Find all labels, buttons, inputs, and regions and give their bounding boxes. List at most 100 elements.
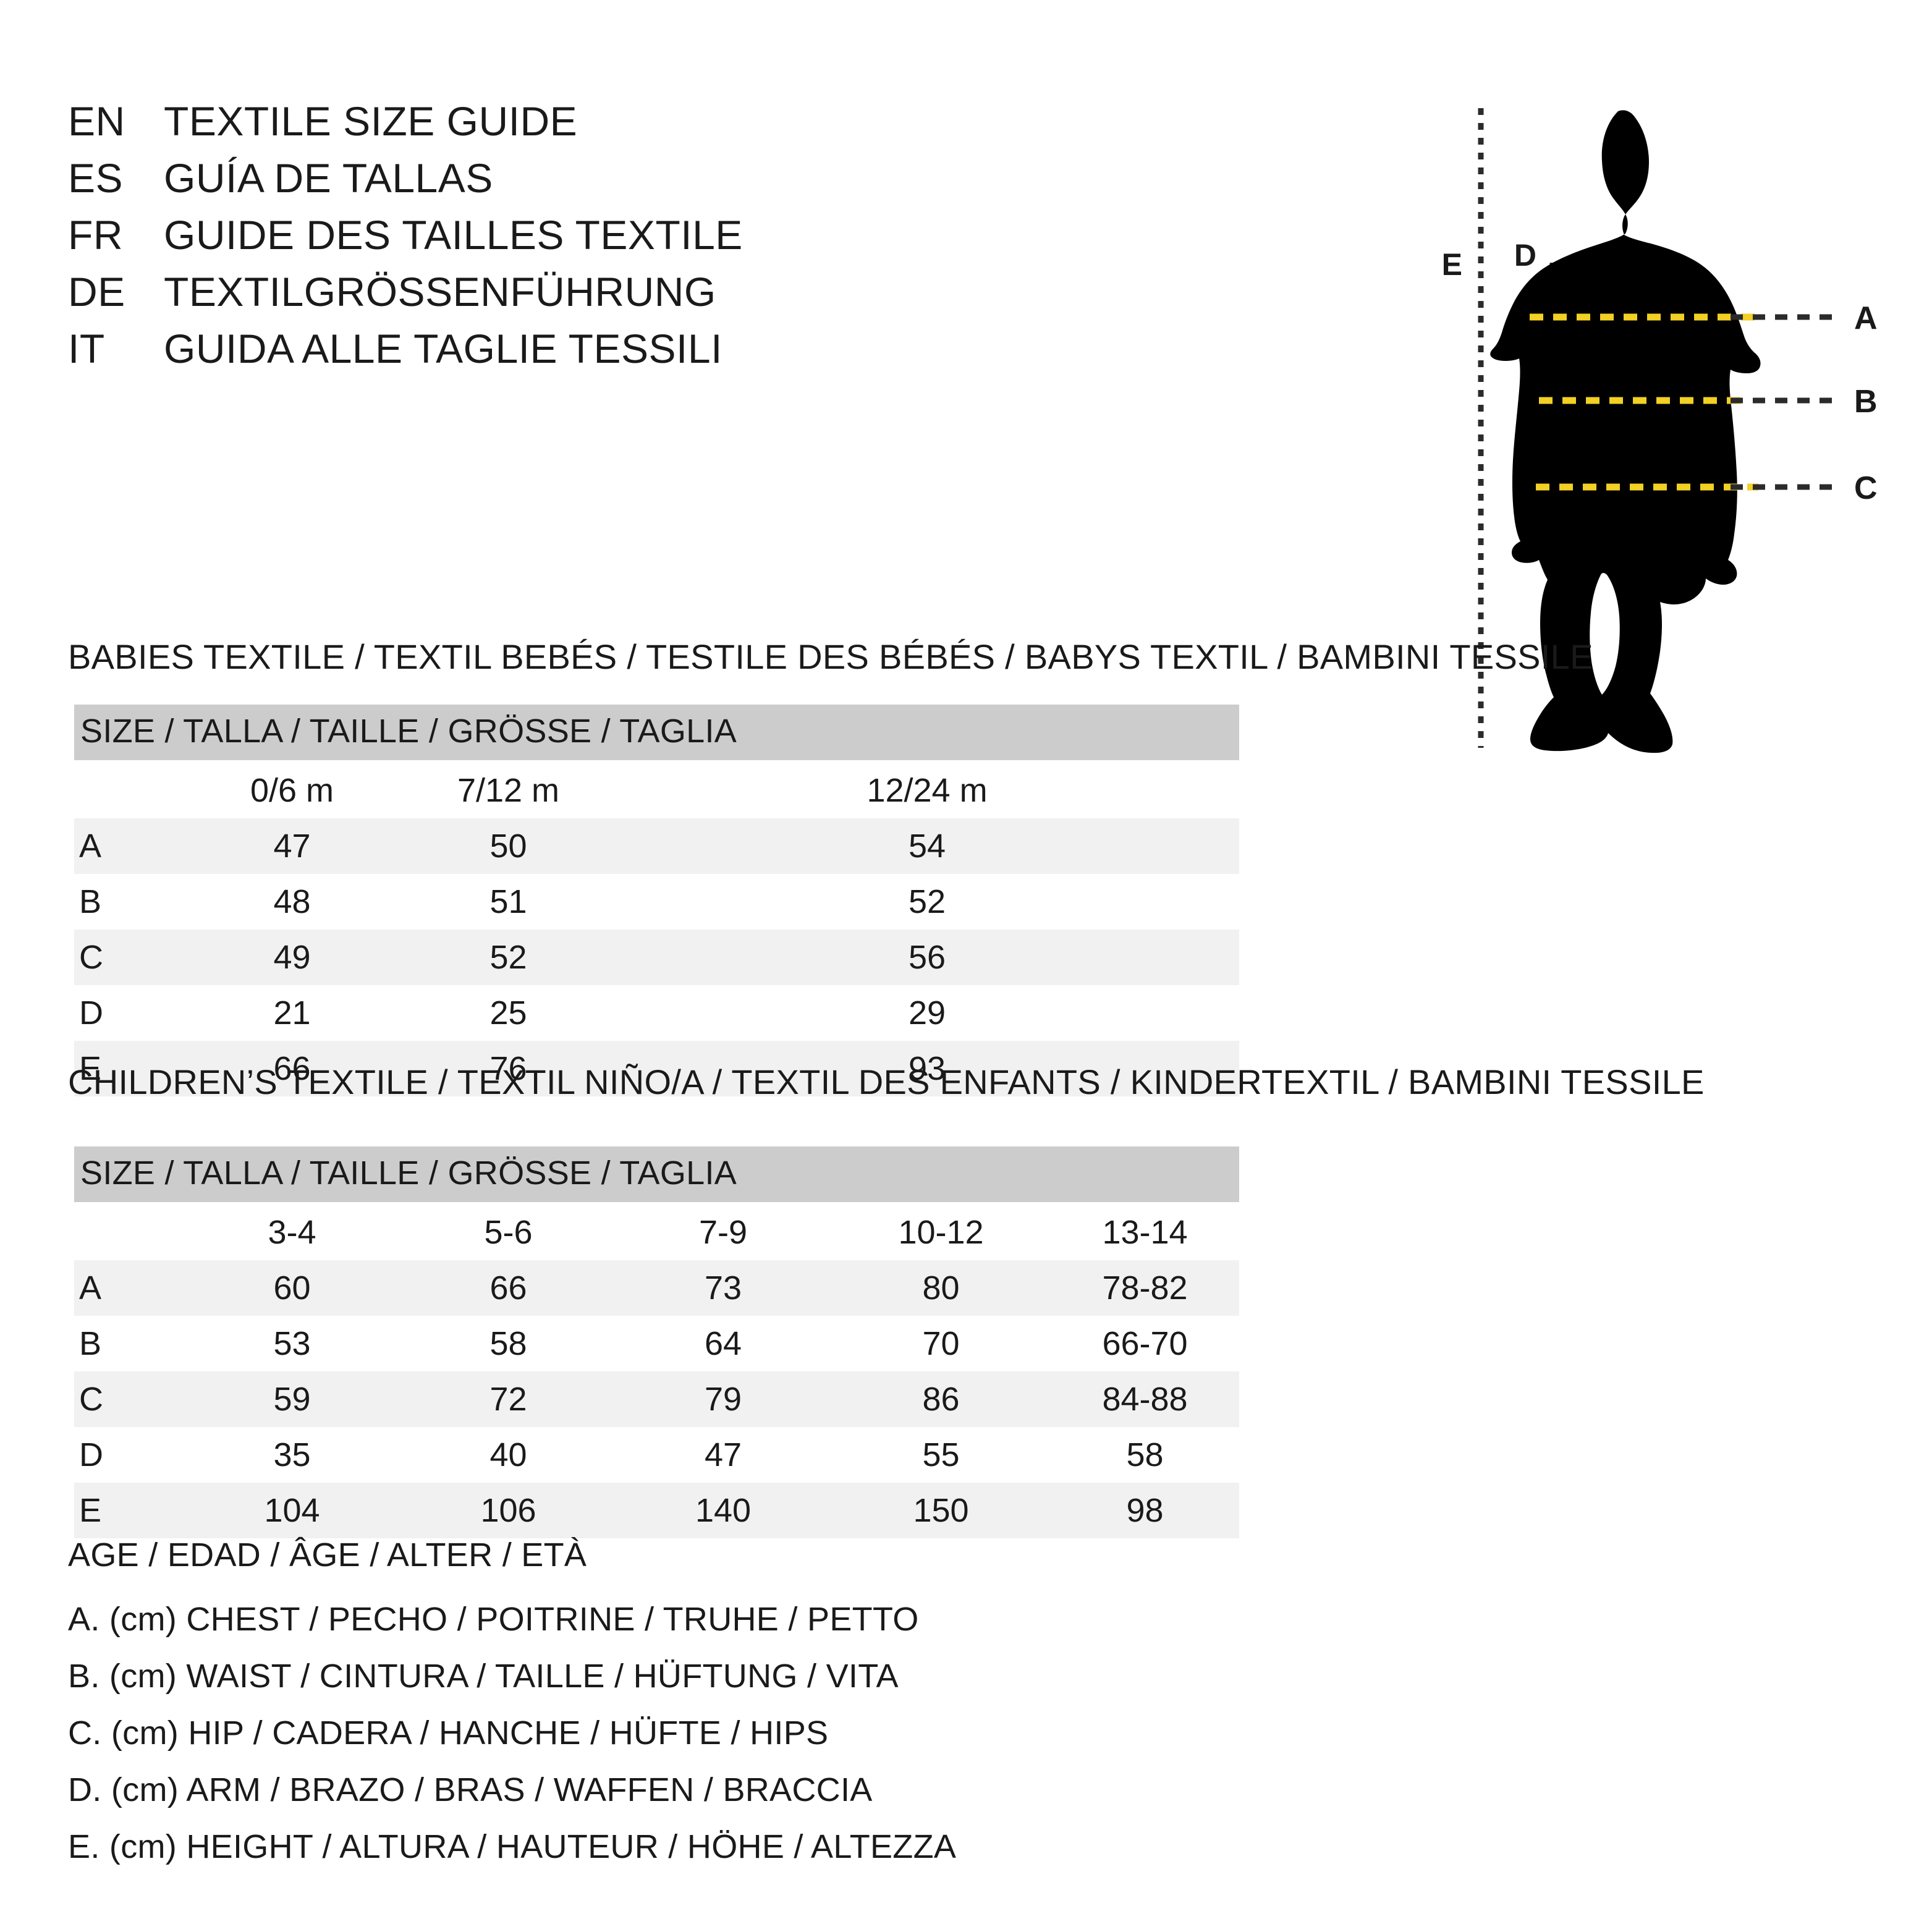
table-row: C 49 52 56 <box>74 930 1239 985</box>
table-cell: 56 <box>615 930 1239 985</box>
language-code: ES <box>68 155 124 201</box>
table-cell: 21 <box>182 985 402 1041</box>
language-code: IT <box>68 326 105 371</box>
table-cell: 40 <box>402 1427 615 1483</box>
row-label: A <box>74 818 182 874</box>
table-cell: 106 <box>402 1483 615 1538</box>
table-cell: 59 <box>182 1371 402 1427</box>
table-row: D 21 25 29 <box>74 985 1239 1041</box>
legend-item: E. (cm) HEIGHT / ALTURA / HAUTEUR / HÖHE… <box>68 1828 957 1865</box>
language-title: TEXTILGRÖSSENFÜHRUNG <box>164 269 716 315</box>
table-cell: 150 <box>831 1483 1051 1538</box>
column-header: 3-4 <box>182 1202 402 1260</box>
table-cell: 78-82 <box>1051 1260 1239 1316</box>
table-cell: 55 <box>831 1427 1051 1483</box>
table-cell: 66 <box>402 1260 615 1316</box>
table-cell: 93 <box>615 1041 1239 1096</box>
row-label: D <box>74 1427 182 1483</box>
label-e: E <box>1442 247 1462 282</box>
legend-item: D. (cm) ARM / BRAZO / BRAS / WAFFEN / BR… <box>68 1771 873 1808</box>
table-cell: 50 <box>402 818 615 874</box>
table-cell: 52 <box>402 930 615 985</box>
table-row: C 59 72 79 86 84-88 <box>74 1371 1239 1427</box>
column-header: 10-12 <box>831 1202 1051 1260</box>
table-cell: 58 <box>1051 1427 1239 1483</box>
column-header-blank <box>74 1202 182 1260</box>
language-row: IT GUIDA ALLE TAGLIE TESSILI <box>68 320 1366 377</box>
row-label: C <box>74 1371 182 1427</box>
row-label: E <box>74 1041 182 1096</box>
table-cell: 80 <box>831 1260 1051 1316</box>
table-cell: 84-88 <box>1051 1371 1239 1427</box>
table-cell: 140 <box>615 1483 831 1538</box>
language-code: EN <box>68 98 125 144</box>
table-row: E 66 76 93 <box>74 1041 1239 1096</box>
column-header-row: 0/6 m 7/12 m 12/24 m <box>74 760 1239 818</box>
language-row: DE TEXTILGRÖSSENFÜHRUNG <box>68 263 1366 320</box>
table-cell: 64 <box>615 1316 831 1371</box>
label-d: D <box>1514 238 1536 273</box>
children-section-title: CHILDREN’S TEXTILE / TEXTIL NIÑO/A / TEX… <box>68 1062 1705 1101</box>
column-header: 5-6 <box>402 1202 615 1260</box>
language-title: GUIDE DES TAILLES TEXTILE <box>164 212 743 258</box>
legend-age-line: AGE / EDAD / ÂGE / ALTER / ETÀ <box>68 1536 587 1574</box>
table-cell: 72 <box>402 1371 615 1427</box>
size-band-row: SIZE / TALLA / TAILLE / GRÖSSE / TAGLIA <box>74 1146 1239 1202</box>
table-cell: 35 <box>182 1427 402 1483</box>
babies-section-title: BABIES TEXTILE / TEXTIL BEBÉS / TESTILE … <box>68 637 1593 676</box>
body-measurement-diagram: E D A B C <box>1442 108 1878 753</box>
legend-item: A. (cm) CHEST / PECHO / POITRINE / TRUHE… <box>68 1601 919 1638</box>
size-band-row: SIZE / TALLA / TAILLE / GRÖSSE / TAGLIA <box>74 705 1239 760</box>
row-label: C <box>74 930 182 985</box>
column-header-blank <box>74 760 182 818</box>
row-label: E <box>74 1483 182 1538</box>
measurement-figure-panel: E D A B C <box>1421 74 1891 766</box>
language-row: FR GUIDE DES TAILLES TEXTILE <box>68 206 1366 263</box>
row-label: B <box>74 1316 182 1371</box>
label-b: B <box>1854 384 1878 420</box>
table-cell: 49 <box>182 930 402 985</box>
legend-item: B. (cm) WAIST / CINTURA / TAILLE / HÜFTU… <box>68 1658 899 1695</box>
table-row: D 35 40 47 55 58 <box>74 1427 1239 1483</box>
table-cell: 79 <box>615 1371 831 1427</box>
size-band-label: SIZE / TALLA / TAILLE / GRÖSSE / TAGLIA <box>74 705 1239 760</box>
table-cell: 60 <box>182 1260 402 1316</box>
table-row: E 104 106 140 150 98 <box>74 1483 1239 1538</box>
language-row: EN TEXTILE SIZE GUIDE <box>68 93 1366 150</box>
column-header: 7/12 m <box>402 760 615 818</box>
table-row: B 53 58 64 70 66-70 <box>74 1316 1239 1371</box>
row-label: A <box>74 1260 182 1316</box>
column-header: 13-14 <box>1051 1202 1239 1260</box>
row-label: D <box>74 985 182 1041</box>
table-cell: 76 <box>402 1041 615 1096</box>
row-label: B <box>74 874 182 930</box>
table-cell: 66-70 <box>1051 1316 1239 1371</box>
language-title: GUIDA ALLE TAGLIE TESSILI <box>164 326 722 371</box>
label-c: C <box>1854 470 1878 506</box>
language-code: DE <box>68 269 125 315</box>
babies-size-table: SIZE / TALLA / TAILLE / GRÖSSE / TAGLIA … <box>74 705 1239 1096</box>
label-a: A <box>1854 300 1878 336</box>
children-size-table: SIZE / TALLA / TAILLE / GRÖSSE / TAGLIA … <box>74 1146 1239 1538</box>
column-header-row: 3-4 5-6 7-9 10-12 13-14 <box>74 1202 1239 1260</box>
size-band-label: SIZE / TALLA / TAILLE / GRÖSSE / TAGLIA <box>74 1146 1239 1202</box>
table-cell: 52 <box>615 874 1239 930</box>
table-cell: 70 <box>831 1316 1051 1371</box>
table-cell: 54 <box>615 818 1239 874</box>
table-cell: 51 <box>402 874 615 930</box>
table-row: A 60 66 73 80 78-82 <box>74 1260 1239 1316</box>
table-cell: 66 <box>182 1041 402 1096</box>
column-header: 12/24 m <box>615 760 1239 818</box>
table-cell: 47 <box>615 1427 831 1483</box>
table-cell: 98 <box>1051 1483 1239 1538</box>
legend-item: C. (cm) HIP / CADERA / HANCHE / HÜFTE / … <box>68 1714 829 1752</box>
language-row: ES GUÍA DE TALLAS <box>68 150 1366 206</box>
language-code: FR <box>68 212 123 258</box>
column-header: 0/6 m <box>182 760 402 818</box>
table-cell: 73 <box>615 1260 831 1316</box>
table-cell: 86 <box>831 1371 1051 1427</box>
language-title: GUÍA DE TALLAS <box>164 155 493 201</box>
table-cell: 25 <box>402 985 615 1041</box>
table-row: B 48 51 52 <box>74 874 1239 930</box>
measurement-legend: AGE / EDAD / ÂGE / ALTER / ETÀ A. (cm) CH… <box>68 1527 1428 1875</box>
